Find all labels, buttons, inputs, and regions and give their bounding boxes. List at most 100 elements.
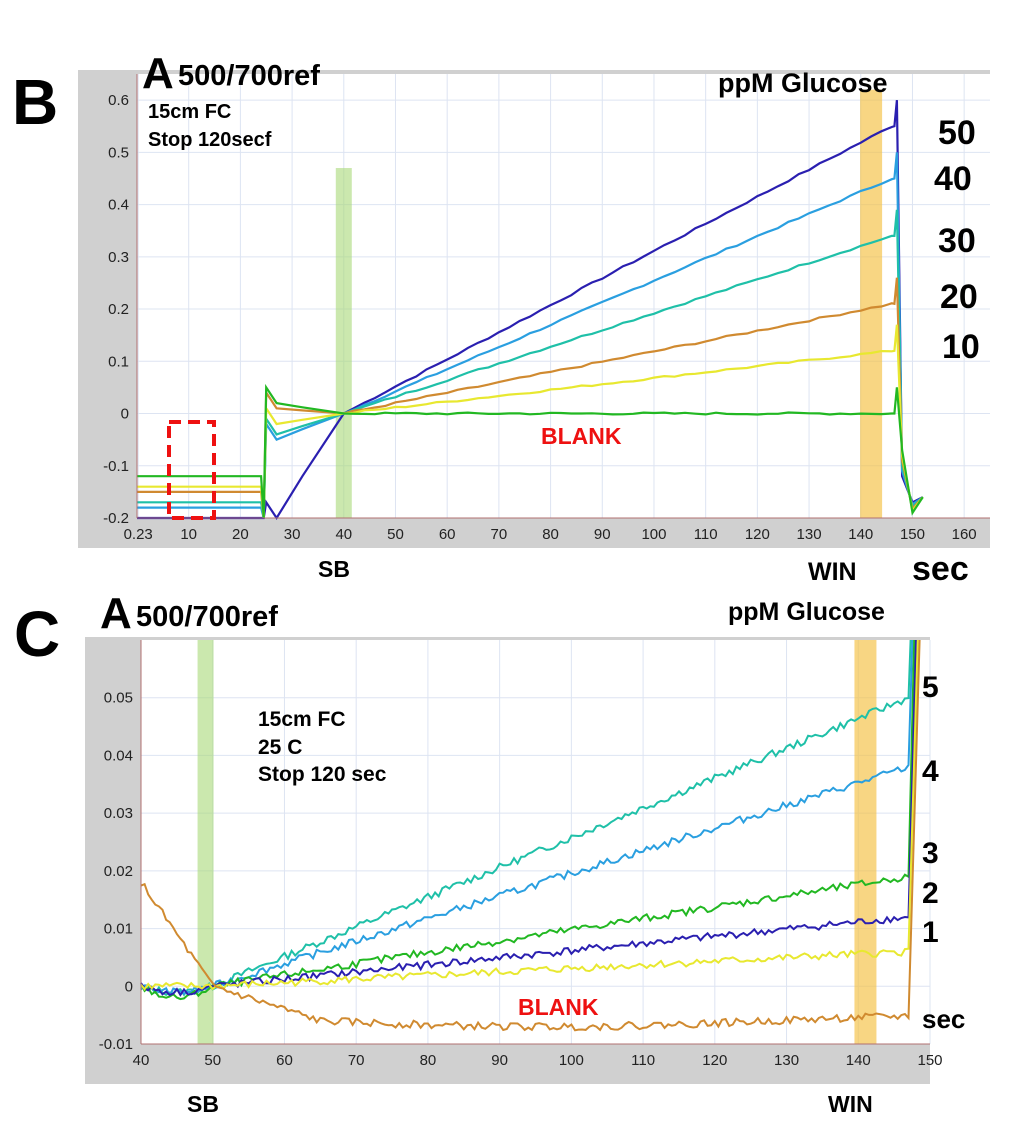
x-tick-label: 150	[917, 1052, 942, 1069]
panel-c-series-label-4: 4	[922, 755, 939, 788]
panel-c-condition-3: Stop 120 sec	[258, 763, 387, 786]
y-tick-label: -0.2	[103, 510, 129, 527]
panel-c-series-label-2: 2	[922, 877, 939, 910]
x-tick-label: 120	[702, 1052, 727, 1069]
y-tick-label: 0.4	[108, 197, 129, 214]
series-line-4	[140, 639, 914, 998]
panel-b-series-label-20: 20	[940, 278, 978, 316]
panel-b-bands	[335, 89, 883, 518]
x-tick-label: 90	[491, 1052, 508, 1069]
x-tick-label: 150	[900, 526, 925, 543]
panel-c-series	[140, 639, 921, 1032]
x-tick-label: 80	[542, 526, 559, 543]
panel-c-sb-label: SB	[187, 1091, 219, 1117]
x-tick-label: 100	[559, 1052, 584, 1069]
panel-b-series-label-30: 30	[938, 222, 976, 260]
panel-b-series-label-50: 50	[938, 114, 976, 152]
panel-b-series-label-40: 40	[934, 160, 972, 198]
panel-b-title-letter: A	[142, 49, 174, 98]
y-tick-label: 0.05	[104, 690, 133, 707]
panel-b-title: 500/700ref	[178, 60, 320, 92]
x-tick-label: 70	[491, 526, 508, 543]
panel-c-plot-area	[141, 640, 930, 1044]
win-band	[860, 89, 883, 518]
x-tick-label: 140	[848, 526, 873, 543]
panel-c-condition-2: 25 C	[258, 736, 302, 759]
panel-b-series-label-10: 10	[942, 328, 980, 366]
series-line-3	[140, 639, 916, 1001]
panel-c-win-label: WIN	[828, 1091, 873, 1117]
panel-c-title: 500/700ref	[136, 601, 278, 633]
series-line-blank	[137, 383, 924, 519]
x-tick-label: 100	[641, 526, 666, 543]
panel-c-series-label-5: 5	[922, 671, 939, 704]
series-line-30	[137, 209, 924, 519]
panel-b: 0.6 0.5 0.4 0.3 0.2 0.1 0 -0.1 -0.2 0.23 10 20 30 40…	[12, 49, 990, 588]
panel-b-x-ticks: 0.23 10 20 30 40 50 60 70 80 90 100 110 120 130 140 150…	[124, 526, 977, 543]
panel-c-x-unit: sec	[922, 1004, 965, 1034]
series-line-40	[137, 152, 924, 519]
series-line-1	[140, 639, 919, 991]
y-tick-label: -0.1	[103, 458, 129, 475]
x-tick-label: 50	[204, 1052, 221, 1069]
series-line-10	[137, 324, 924, 519]
panel-b-series	[137, 99, 924, 521]
panel-c-y-ticks: 0.05 0.04 0.03 0.02 0.01 0 -0.01	[99, 690, 133, 1053]
x-tick-label: 40	[133, 1052, 150, 1069]
panel-b-legend-title: ppM Glucose	[718, 68, 888, 98]
panel-c-label: C	[14, 598, 60, 670]
panel-c-x-ticks: 40 50 60 70 80 90 100 110 120 130 140 150	[133, 1052, 943, 1069]
x-tick-label: 80	[420, 1052, 437, 1069]
panel-b-win-label: WIN	[808, 558, 857, 586]
panel-c-title-letter: A	[100, 589, 132, 638]
panel-c-series-label-3: 3	[922, 837, 939, 870]
panel-c-condition-1: 15cm FC	[258, 708, 346, 731]
panel-c: 0.05 0.04 0.03 0.02 0.01 0 -0.01 40 50 60 70 80 90 1…	[14, 589, 965, 1117]
y-tick-label: 0.02	[104, 863, 133, 880]
y-tick-label: 0.3	[108, 249, 129, 266]
x-tick-label: 10	[180, 526, 197, 543]
panel-c-blank-annotation: BLANK	[518, 994, 599, 1020]
x-tick-label: 50	[387, 526, 404, 543]
y-tick-label: 0.01	[104, 921, 133, 938]
x-tick-label: 0.23	[124, 526, 153, 543]
series-line-50	[137, 99, 924, 521]
y-tick-label: 0.6	[108, 92, 129, 109]
panel-b-condition-2: Stop 120secf	[148, 129, 272, 151]
y-tick-label: -0.01	[99, 1036, 133, 1053]
y-tick-label: 0	[121, 406, 129, 423]
x-tick-label: 140	[846, 1052, 871, 1069]
x-tick-label: 130	[797, 526, 822, 543]
panel-c-legend-title: ppM Glucose	[728, 598, 885, 626]
x-tick-label: 30	[284, 526, 301, 543]
x-tick-label: 70	[348, 1052, 365, 1069]
panel-b-blank-annotation: BLANK	[541, 423, 622, 449]
y-tick-label: 0.03	[104, 805, 133, 822]
y-tick-label: 0.1	[108, 353, 129, 370]
series-line-blank	[140, 639, 921, 1032]
x-tick-label: 160	[952, 526, 977, 543]
x-tick-label: 110	[694, 526, 718, 543]
panel-c-series-label-1: 1	[922, 916, 939, 949]
x-tick-label: 60	[276, 1052, 293, 1069]
x-tick-label: 130	[774, 1052, 799, 1069]
series-line-20	[137, 277, 924, 519]
sb-band	[197, 640, 214, 1044]
x-tick-label: 90	[594, 526, 611, 543]
y-tick-label: 0.5	[108, 144, 129, 161]
x-tick-label: 60	[439, 526, 456, 543]
x-tick-label: 110	[631, 1052, 655, 1069]
panel-b-x-unit: sec	[912, 550, 969, 588]
win-band	[854, 640, 877, 1044]
y-tick-label: 0	[125, 978, 133, 995]
panel-b-condition-1: 15cm FC	[148, 101, 231, 123]
y-tick-label: 0.04	[104, 747, 133, 764]
y-tick-label: 0.2	[108, 301, 129, 318]
panel-b-sb-label: SB	[318, 556, 350, 582]
panel-b-highlight-box	[167, 420, 216, 520]
x-tick-label: 120	[745, 526, 770, 543]
panel-c-bands	[197, 640, 877, 1044]
panel-b-label: B	[12, 66, 58, 138]
x-tick-label: 20	[232, 526, 249, 543]
